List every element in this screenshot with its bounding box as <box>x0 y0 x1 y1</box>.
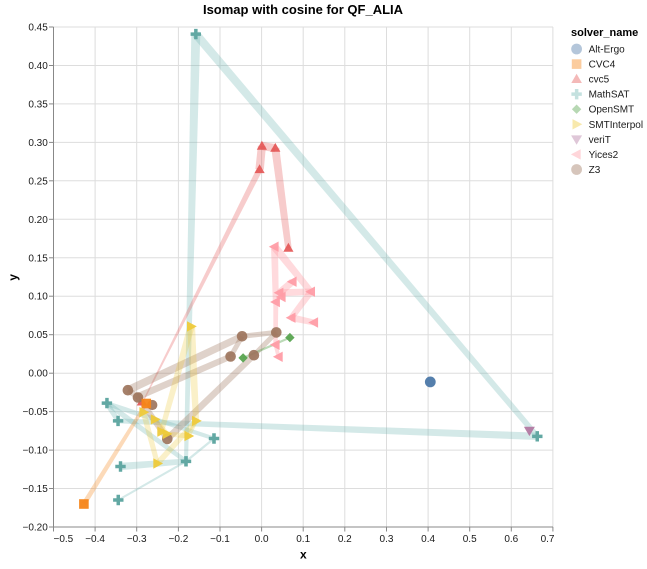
svg-text:Alt-Ergo: Alt-Ergo <box>589 45 626 56</box>
svg-text:−0.2: −0.2 <box>169 534 189 545</box>
svg-text:0.7: 0.7 <box>541 534 555 545</box>
svg-text:0.6: 0.6 <box>504 534 518 545</box>
svg-text:0.05: 0.05 <box>28 330 48 341</box>
svg-text:0.30: 0.30 <box>28 138 48 149</box>
svg-text:solver_name: solver_name <box>571 27 638 39</box>
svg-text:0.4: 0.4 <box>421 534 435 545</box>
svg-text:Yices2: Yices2 <box>589 150 619 161</box>
svg-text:OpenSMT: OpenSMT <box>589 105 635 116</box>
svg-text:0.1: 0.1 <box>296 534 310 545</box>
svg-text:−0.3: −0.3 <box>127 534 147 545</box>
svg-text:MathSAT: MathSAT <box>589 90 630 101</box>
svg-text:Isomap with cosine for QF_ALIA: Isomap with cosine for QF_ALIA <box>203 2 404 17</box>
svg-text:0.2: 0.2 <box>338 534 352 545</box>
svg-text:0.0: 0.0 <box>255 534 269 545</box>
svg-text:−0.4: −0.4 <box>85 534 105 545</box>
svg-text:0.00: 0.00 <box>28 369 48 380</box>
svg-text:0.10: 0.10 <box>28 292 48 303</box>
svg-text:SMTInterpol: SMTInterpol <box>589 120 643 131</box>
svg-text:−0.20: −0.20 <box>22 523 48 534</box>
svg-text:0.35: 0.35 <box>28 99 48 110</box>
svg-text:0.25: 0.25 <box>28 176 48 187</box>
svg-text:0.3: 0.3 <box>380 534 394 545</box>
svg-text:veriT: veriT <box>589 135 611 146</box>
svg-text:0.5: 0.5 <box>463 534 477 545</box>
svg-text:cvc5: cvc5 <box>589 75 610 86</box>
svg-text:−0.10: −0.10 <box>22 446 48 457</box>
svg-text:−0.5: −0.5 <box>54 534 74 545</box>
svg-text:−0.05: −0.05 <box>22 407 48 418</box>
svg-text:−0.1: −0.1 <box>210 534 230 545</box>
svg-text:0.45: 0.45 <box>28 23 48 34</box>
svg-text:0.20: 0.20 <box>28 215 48 226</box>
svg-text:CVC4: CVC4 <box>589 60 616 71</box>
svg-text:Z3: Z3 <box>589 165 601 176</box>
svg-text:y: y <box>6 274 20 281</box>
svg-text:x: x <box>300 548 307 562</box>
svg-text:−0.15: −0.15 <box>22 484 48 495</box>
svg-text:0.15: 0.15 <box>28 253 48 264</box>
svg-text:0.40: 0.40 <box>28 61 48 72</box>
